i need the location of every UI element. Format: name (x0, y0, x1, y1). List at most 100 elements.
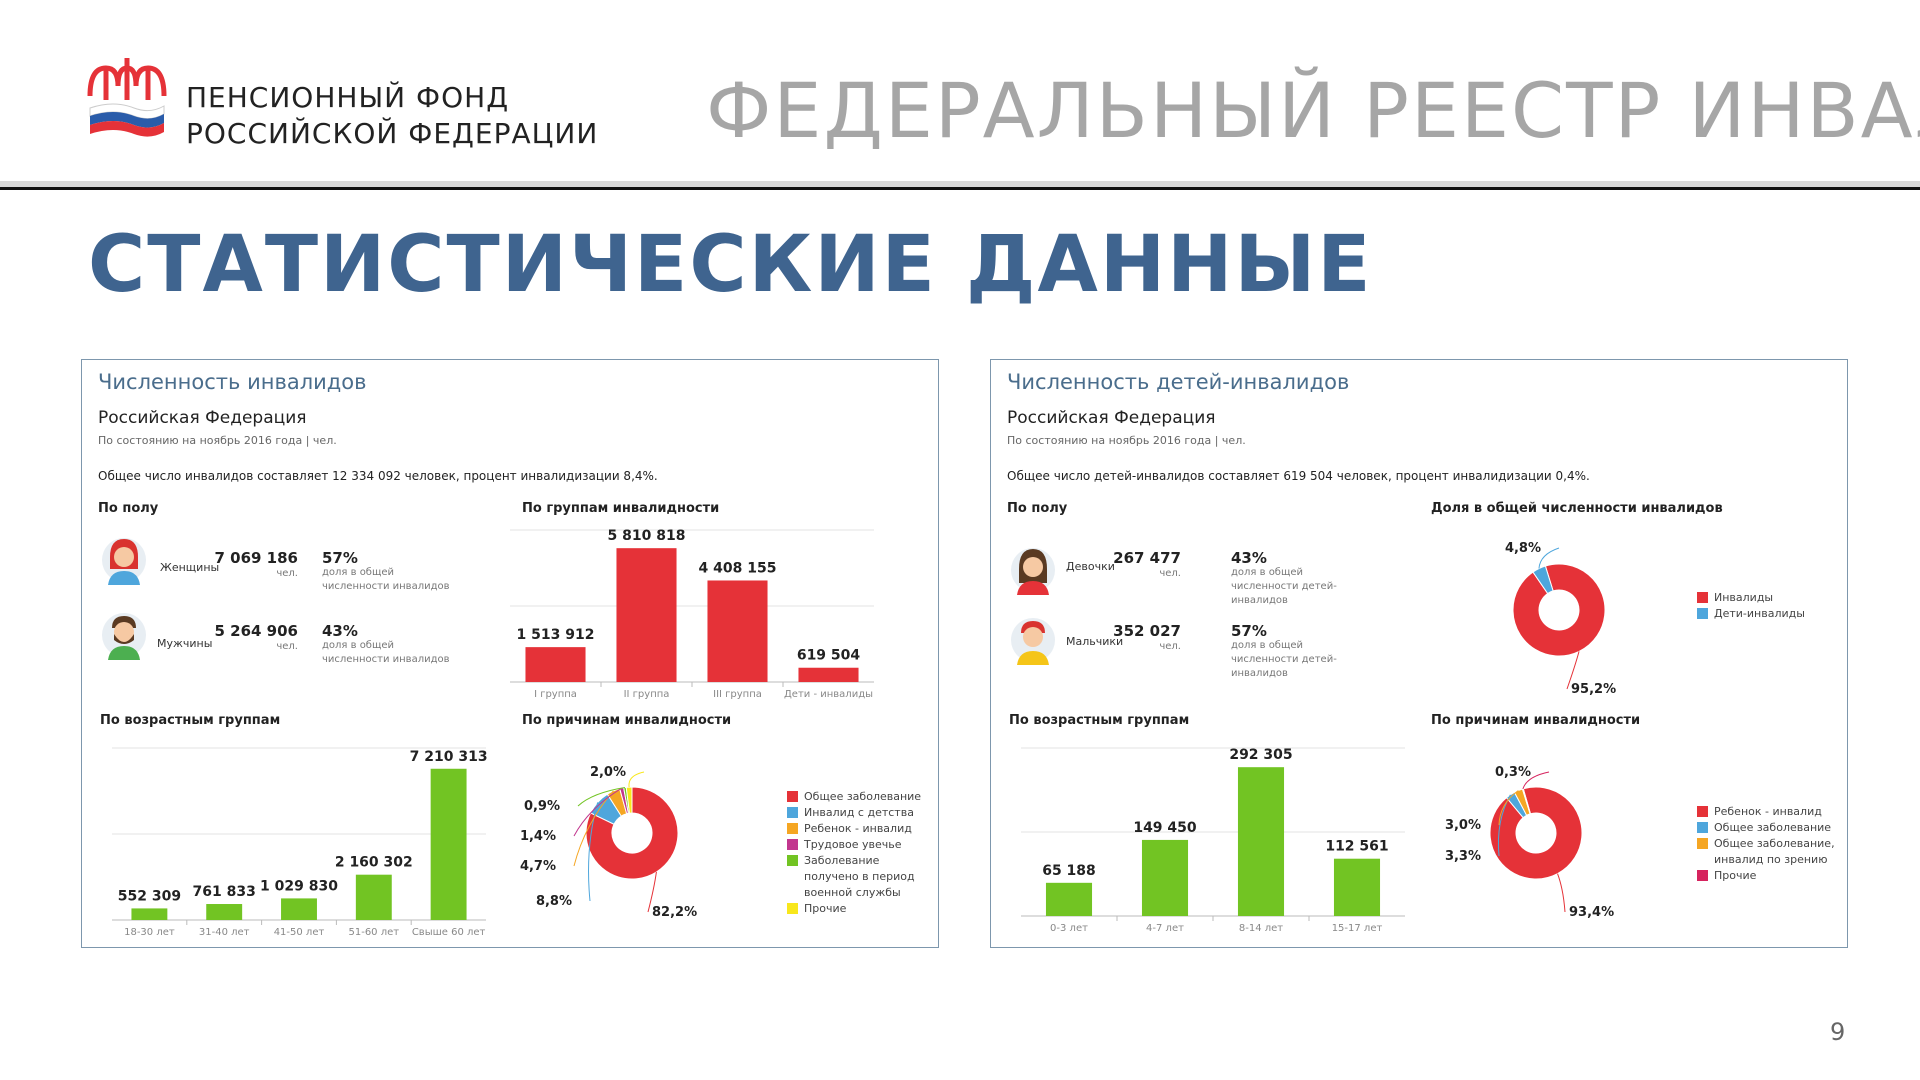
girl-avatar-icon (1011, 548, 1055, 595)
legend-item: Общее заболевание (1697, 820, 1837, 836)
bar (1045, 882, 1093, 916)
male-label: Мужчины (157, 637, 213, 650)
slice-label: 0,3% (1495, 765, 1531, 780)
causes-heading: По причинам инвалидности (522, 713, 732, 728)
age-heading: По возрастным группам (100, 713, 281, 728)
bar-label: 1 513 912 (517, 627, 595, 643)
legend-item: Ребенок - инвалид (1697, 804, 1837, 820)
female-value: 7 069 186 (214, 549, 298, 567)
chart-children-age-groups: 65 188 0-3 лет 149 450 4-7 лет 292 305 8-14 л… (1021, 747, 1405, 934)
legend-item: Ребенок - инвалид (787, 821, 932, 837)
male-unit: чел. (276, 641, 298, 652)
slice-label: 93,4% (1569, 905, 1614, 920)
legend-swatch (787, 807, 798, 818)
org-name-line2: РОССИЙСКОЙ ФЕДЕРАЦИИ (186, 117, 599, 150)
category-label: Свыше 60 лет (412, 927, 486, 938)
category-label: 18-30 лет (124, 927, 175, 938)
panel-as-of: По состоянию на ноябрь 2016 года | чел. (1007, 434, 1246, 447)
category-label: 0-3 лет (1050, 923, 1088, 934)
bar (281, 898, 317, 920)
bar-label: 149 450 (1133, 820, 1197, 836)
slice-label: 4,8% (1505, 541, 1541, 556)
legend-swatch (1697, 592, 1708, 603)
slice (625, 786, 633, 814)
male-value: 352 027 (1113, 622, 1181, 640)
female-note: доля в общей численности детей-инвалидов (1231, 567, 1337, 606)
category-label: 8-14 лет (1239, 923, 1283, 934)
female-pct: 43% (1231, 549, 1267, 567)
legend-swatch (1697, 806, 1708, 817)
bar-label: 7 210 313 (410, 749, 488, 765)
category-label: 15-17 лет (1332, 923, 1383, 934)
legend-item: Заболевание получено в период военной сл… (787, 853, 932, 901)
legend-item: Общее заболевание (787, 789, 932, 805)
male-note: доля в общей численности детей-инвалидов (1231, 640, 1337, 679)
legend-label: Дети-инвалиды (1714, 607, 1805, 620)
legend-label: Общее заболевание (804, 790, 922, 803)
legend-label: Прочие (1714, 869, 1757, 882)
slice (1512, 563, 1606, 657)
legend-swatch (787, 823, 798, 834)
chart-children-causes: 93,4% 3,3% 3,0% 0,3% (1445, 765, 1614, 920)
man-avatar-icon (102, 613, 146, 660)
legend-disability-causes: Общее заболевание Инвалид с детства Ребено… (787, 789, 932, 917)
leader-line (588, 802, 599, 902)
bar (131, 908, 168, 920)
sex-heading: По полу (1007, 501, 1068, 516)
legend-swatch (1697, 838, 1708, 849)
bar-label: 112 561 (1325, 839, 1388, 855)
legend-item: Дети-инвалиды (1697, 606, 1837, 622)
legend-swatch (1697, 822, 1708, 833)
legend-label: Трудовое увечье (804, 838, 902, 851)
slice (1521, 788, 1532, 815)
bar-label: 619 504 (797, 648, 861, 664)
panel-region: Российская Федерация (1007, 408, 1216, 428)
legend-children-causes: Ребенок - инвалид Общее заболевание Общее … (1697, 804, 1837, 884)
panel-summary: Общее число инвалидов составляет 12 334 … (98, 469, 658, 483)
bar-label: 761 833 (193, 884, 256, 900)
groups-heading: По группам инвалидности (522, 501, 720, 516)
panel-summary: Общее число детей-инвалидов составляет 6… (1007, 469, 1590, 483)
leader-line (1538, 547, 1560, 569)
slice (1489, 786, 1583, 880)
woman-avatar-icon (102, 538, 146, 585)
panel-region: Российская Федерация (98, 408, 307, 428)
header-divider-line (0, 187, 1920, 190)
org-name: ПЕНСИОННЫЙ ФОНД РОССИЙСКОЙ ФЕДЕРАЦИИ (186, 80, 598, 152)
slice-label: 1,4% (520, 829, 556, 844)
slice-label: 2,0% (590, 765, 626, 780)
female-unit: чел. (276, 568, 298, 579)
legend-swatch (1697, 608, 1708, 619)
category-label: I группа (534, 689, 577, 700)
leader-line (647, 871, 657, 913)
legend-swatch (1697, 870, 1708, 881)
panel-disabled-total: Численность инвалидов Российская Федерац… (81, 359, 939, 948)
leader-line (573, 787, 622, 837)
bar-label: 65 188 (1042, 863, 1096, 879)
slice (585, 786, 679, 880)
category-label: 4-7 лет (1146, 923, 1184, 934)
category-label: III группа (713, 689, 762, 700)
panel-as-of: По состоянию на ноябрь 2016 года | чел. (98, 434, 337, 447)
leader-line (1522, 771, 1550, 790)
panel-title: Численность детей-инвалидов (1007, 370, 1350, 394)
legend-swatch (787, 839, 798, 850)
page-number: 9 (1830, 1018, 1846, 1046)
header-divider (0, 181, 1920, 187)
category-label: II группа (624, 689, 670, 700)
female-unit: чел. (1159, 568, 1181, 579)
legend-item: Прочие (1697, 868, 1837, 884)
female-value: 267 477 (1113, 549, 1181, 567)
slice-label: 95,2% (1571, 682, 1616, 695)
legend-label: Инвалиды (1714, 591, 1774, 604)
bar (206, 904, 243, 920)
share-heading: Доля в общей численности инвалидов (1431, 501, 1723, 516)
female-pct: 57% (322, 549, 358, 567)
chart-children-share: 95,2% 4,8% (1505, 541, 1616, 695)
slice-label: 8,8% (536, 894, 572, 909)
male-note: доля в общей численности инвалидов (322, 640, 450, 665)
male-label: Мальчики (1066, 635, 1124, 648)
female-note: доля в общей численности инвалидов (322, 567, 450, 592)
category-label: 31-40 лет (199, 927, 250, 938)
legend-item: Общее заболевание, инвалид по зрению (1697, 836, 1837, 868)
